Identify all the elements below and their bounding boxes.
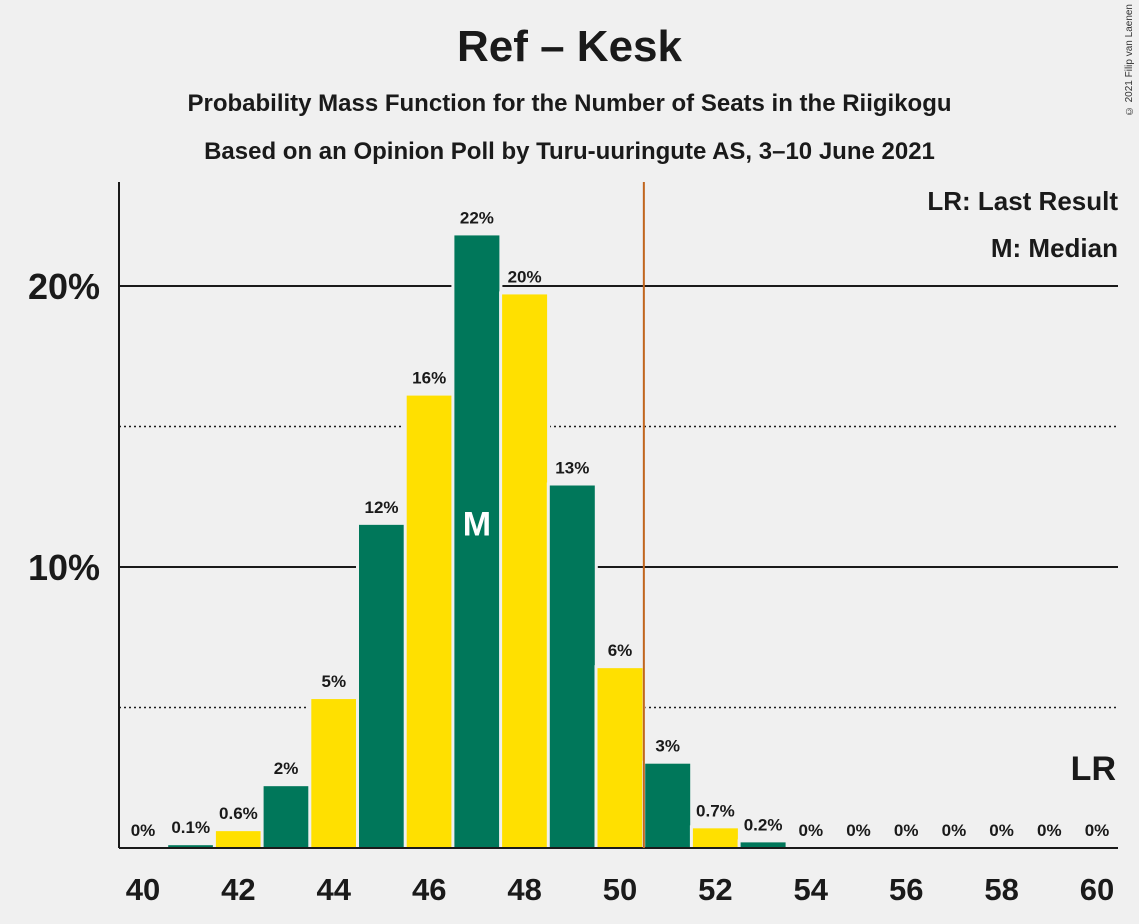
bar-seat-42	[215, 831, 261, 848]
x-axis-ticks: 40 42 44 46 48 50 52 54 56 58 60	[126, 872, 1114, 907]
x-tick-52: 52	[698, 872, 732, 907]
bar-label-seat-59: 0%	[1037, 821, 1062, 840]
bar-label-seat-53: 0.2%	[744, 815, 783, 834]
x-tick-60: 60	[1080, 872, 1114, 907]
bar-label-seat-45: 12%	[364, 498, 398, 517]
y-axis-ticks: 10% 20%	[28, 266, 100, 588]
bar-seat-50	[597, 668, 643, 848]
bar-seat-48	[502, 294, 548, 848]
x-tick-48: 48	[507, 872, 541, 907]
bar-seat-41	[168, 845, 214, 848]
bar-label-seat-49: 13%	[555, 459, 589, 478]
chart-annotations: M LR	[118, 182, 1118, 849]
bar-label-seat-54: 0%	[799, 821, 824, 840]
x-tick-56: 56	[889, 872, 923, 907]
bar-seat-53	[740, 842, 786, 848]
bar-label-seat-55: 0%	[846, 821, 871, 840]
bars	[165, 232, 789, 849]
bar-label-seat-51: 3%	[655, 737, 680, 756]
legend-median: M: Median	[991, 233, 1118, 263]
bar-label-seat-40: 0%	[131, 821, 156, 840]
bar-seat-47	[454, 235, 500, 849]
legend-last-result: LR: Last Result	[927, 186, 1118, 216]
bar-label-seat-52: 0.7%	[696, 801, 735, 820]
bar-labels: 0% 0.1% 0.6% 2% 5% 12% 16% 22% 20% 13% 6% 3% 0.7% 0.2…	[131, 208, 1110, 840]
chart-source-line: Based on an Opinion Poll by Turu-uuringu…	[204, 138, 935, 165]
x-tick-42: 42	[221, 872, 255, 907]
bar-label-seat-46: 16%	[412, 369, 446, 388]
x-tick-58: 58	[984, 872, 1018, 907]
bar-seat-49	[549, 485, 595, 848]
bar-seat-45	[359, 524, 404, 848]
bar-seat-52	[692, 828, 738, 848]
bar-label-seat-58: 0%	[989, 821, 1014, 840]
bar-label-seat-43: 2%	[274, 759, 299, 778]
last-result-marker: LR	[1071, 750, 1116, 788]
x-tick-50: 50	[603, 872, 637, 907]
median-marker: M	[463, 506, 491, 544]
bar-label-seat-42: 0.6%	[219, 804, 258, 823]
y-tick-20: 20%	[28, 266, 100, 307]
bar-label-seat-47: 22%	[460, 208, 494, 227]
bar-seat-44	[311, 699, 357, 848]
bar-label-seat-44: 5%	[322, 672, 347, 691]
bar-label-seat-60: 0%	[1085, 821, 1110, 840]
bar-label-seat-48: 20%	[508, 267, 542, 286]
bar-label-seat-57: 0%	[942, 821, 967, 840]
x-tick-40: 40	[126, 872, 160, 907]
bar-seat-43	[263, 786, 309, 848]
bar-seat-46	[406, 395, 452, 848]
bar-label-seat-56: 0%	[894, 821, 919, 840]
y-tick-10: 10%	[28, 547, 100, 588]
x-tick-54: 54	[794, 872, 829, 907]
bar-label-seat-41: 0.1%	[171, 818, 210, 837]
bar-seat-51	[645, 763, 691, 848]
gridlines	[119, 285, 1118, 709]
x-tick-46: 46	[412, 872, 446, 907]
bar-label-seat-50: 6%	[608, 641, 633, 660]
bar-halo	[165, 842, 217, 848]
x-tick-44: 44	[317, 872, 352, 907]
chart-title: Ref – Kesk	[456, 22, 682, 71]
chart-subtitle: Probability Mass Function for the Number…	[187, 90, 952, 117]
